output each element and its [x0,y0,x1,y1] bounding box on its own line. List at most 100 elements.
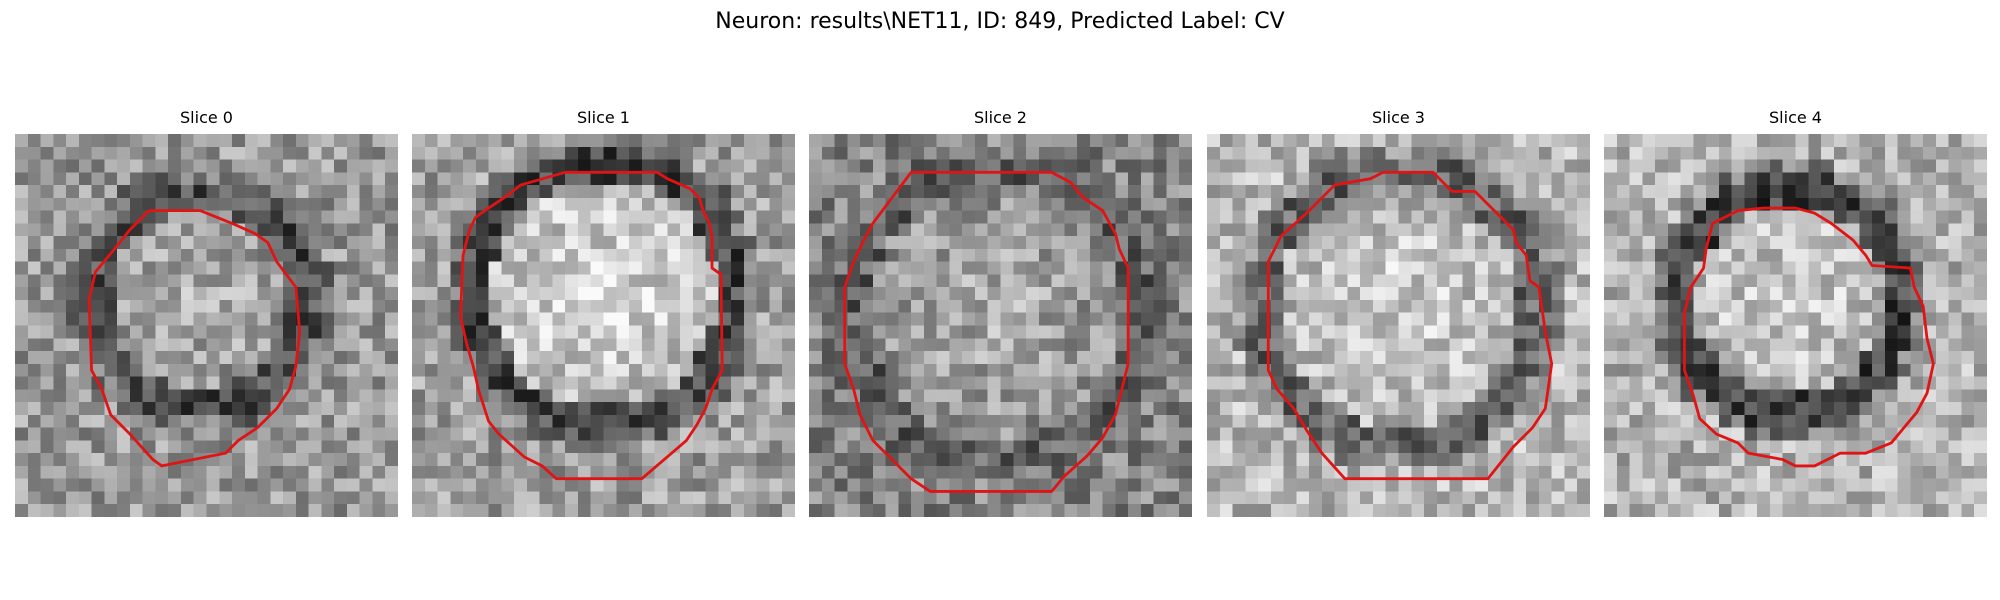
pixel [412,287,426,301]
pixel [1270,185,1284,199]
pixel [885,465,899,479]
pixel [104,210,118,224]
pixel [898,223,912,237]
pixel [450,465,464,479]
pixel [1538,440,1552,454]
pixel [731,351,745,365]
pixel [629,427,643,441]
pixel [782,325,795,339]
pixel [1128,478,1142,492]
pixel [1462,197,1476,211]
pixel [40,312,54,326]
pixel [923,491,937,505]
pixel [1258,248,1272,262]
pixel [475,261,489,275]
pixel [898,402,912,416]
pixel [450,248,464,262]
pixel [949,287,963,301]
pixel [1642,274,1656,288]
pixel [78,134,92,148]
pixel [1179,261,1192,275]
pixel [359,402,373,416]
pixel [1051,491,1065,505]
pixel [463,197,477,211]
pixel [1089,389,1103,403]
pixel [385,376,398,390]
pixel [1616,491,1630,505]
pixel [1270,414,1284,428]
pixel [1372,504,1386,517]
pixel [1038,440,1052,454]
pixel [1616,376,1630,390]
pixel [1500,261,1514,275]
pixel [206,414,220,428]
pixel [872,363,886,377]
pixel [104,465,118,479]
pixel [1731,248,1745,262]
pixel [206,427,220,441]
pixel [193,210,207,224]
pixel [1513,465,1527,479]
pixel [1258,427,1272,441]
pixel [1051,325,1065,339]
pixel [1309,287,1323,301]
pixel [1808,325,1822,339]
pixel [782,453,795,467]
pixel [78,504,92,517]
pixel [1897,453,1911,467]
pixel [1808,427,1822,441]
pixel [1513,338,1527,352]
pixel [1424,389,1438,403]
pixel [872,146,886,160]
pixel [1064,261,1078,275]
pixel [308,146,322,160]
pixel [821,325,835,339]
pixel [1782,389,1796,403]
pixel [1077,338,1091,352]
pixel [577,491,591,505]
pixel [1283,299,1297,313]
pixel [40,376,54,390]
pixel [1604,248,1618,262]
pixel [552,440,566,454]
pixel [1424,248,1438,262]
pixel [1821,236,1835,250]
pixel [129,261,143,275]
pixel [769,312,783,326]
pixel [1872,338,1886,352]
pixel [1616,338,1630,352]
pixel [385,491,398,505]
pixel [821,440,835,454]
pixel [129,338,143,352]
pixel [603,261,617,275]
pixel [1051,376,1065,390]
pixel [731,299,745,313]
pixel [872,453,886,467]
pixel [1232,185,1246,199]
pixel [346,351,360,365]
pixel [244,261,258,275]
pixel [1179,299,1192,313]
pixel [1500,185,1514,199]
pixel [1245,491,1259,505]
pixel [1000,223,1014,237]
pixel [731,338,745,352]
pixel [501,312,515,326]
pixel [1757,223,1771,237]
pixel [1372,159,1386,173]
pixel [1872,363,1886,377]
pixel [15,440,29,454]
pixel [488,338,502,352]
pixel [232,197,246,211]
pixel [1974,478,1987,492]
pixel [603,440,617,454]
pixel [1296,491,1310,505]
pixel [1179,338,1192,352]
pixel [437,299,451,313]
pixel [1487,389,1501,403]
pixel [680,287,694,301]
pixel [1089,261,1103,275]
pixel [987,402,1001,416]
pixel [1166,376,1180,390]
pixel [1258,402,1272,416]
